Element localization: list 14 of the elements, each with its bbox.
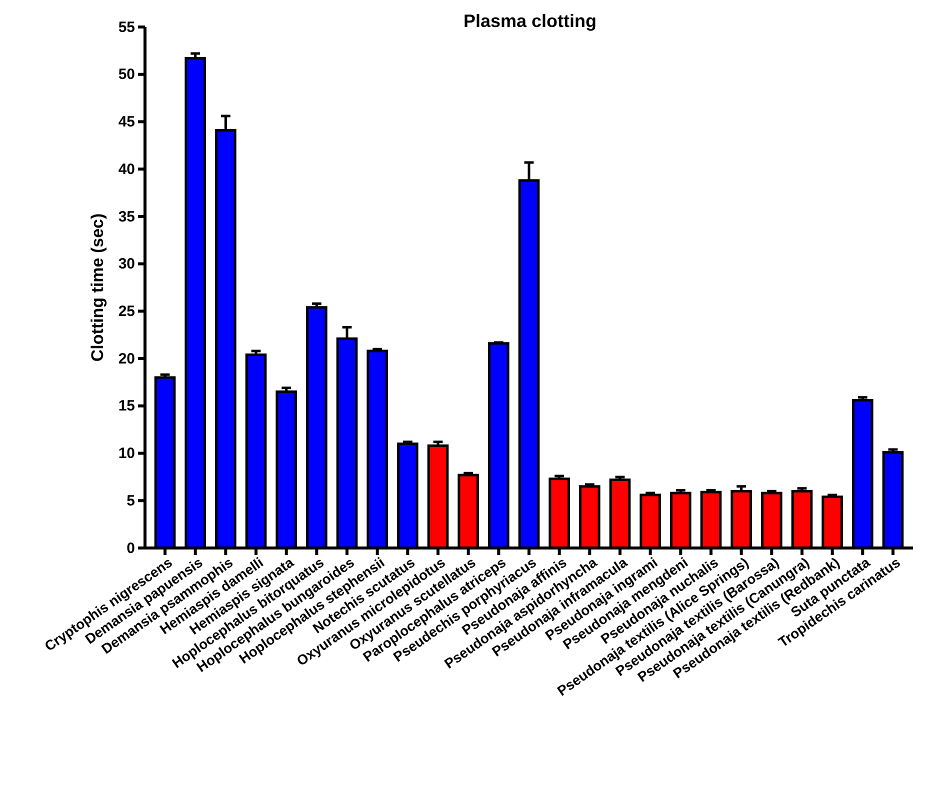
y-tick-label: 30 <box>118 256 135 273</box>
chart-title: Plasma clotting <box>463 11 597 31</box>
y-tick-label: 5 <box>126 492 135 510</box>
y-tick-label: 20 <box>118 350 135 368</box>
y-tick-label: 10 <box>118 445 135 462</box>
y-tick-label: 45 <box>118 114 135 131</box>
y-tick-label: 15 <box>118 398 135 415</box>
y-tick-label: 25 <box>118 302 135 320</box>
y-tick-label: 55 <box>118 18 135 36</box>
y-axis-title: Clotting time (sec) <box>88 213 107 362</box>
y-tick-label: 0 <box>126 540 135 557</box>
y-tick-label: 35 <box>118 208 135 226</box>
y-tick-label: 50 <box>118 66 135 84</box>
y-tick-label: 40 <box>118 160 135 178</box>
